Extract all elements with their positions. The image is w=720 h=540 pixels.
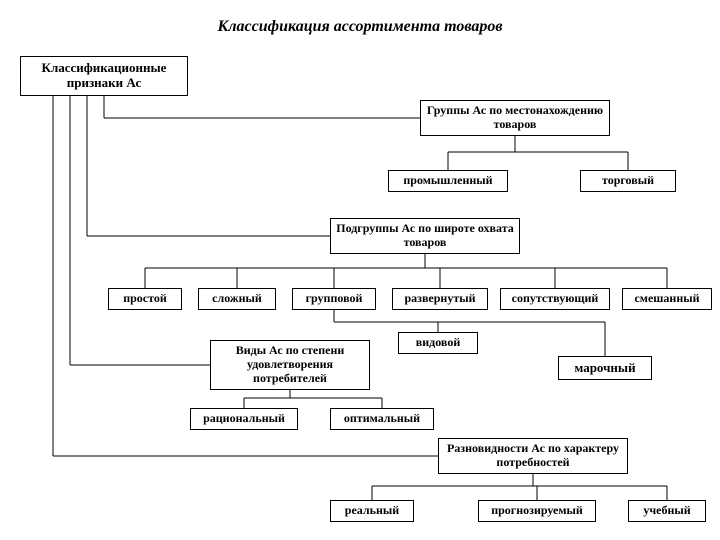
- node-optimal: оптимальный: [330, 408, 434, 430]
- node-grp_loc: Группы Ас по местонахождению товаров: [420, 100, 610, 136]
- node-species: видовой: [398, 332, 478, 354]
- node-industrial: промышленный: [388, 170, 508, 192]
- node-mixed: смешанный: [622, 288, 712, 310]
- node-brand: марочный: [558, 356, 652, 380]
- node-study: учебный: [628, 500, 706, 522]
- node-trade: торговый: [580, 170, 676, 192]
- node-rational: рациональный: [190, 408, 298, 430]
- node-complex: сложный: [198, 288, 276, 310]
- node-accompany: сопутствующий: [500, 288, 610, 310]
- node-group: групповой: [292, 288, 376, 310]
- node-varieties: Разновидности Ас по характеру потребност…: [438, 438, 628, 474]
- node-forecast: прогнозируемый: [478, 500, 596, 522]
- node-simple: простой: [108, 288, 182, 310]
- node-real: реальный: [330, 500, 414, 522]
- node-expanded: развернутый: [392, 288, 488, 310]
- node-subgrp: Подгруппы Ас по широте охвата товаров: [330, 218, 520, 254]
- node-root: Классификационные признаки Ас: [20, 56, 188, 96]
- node-types_sat: Виды Ас по степени удовлетворения потреб…: [210, 340, 370, 390]
- diagram-title: Классификация ассортимента товаров: [0, 18, 720, 36]
